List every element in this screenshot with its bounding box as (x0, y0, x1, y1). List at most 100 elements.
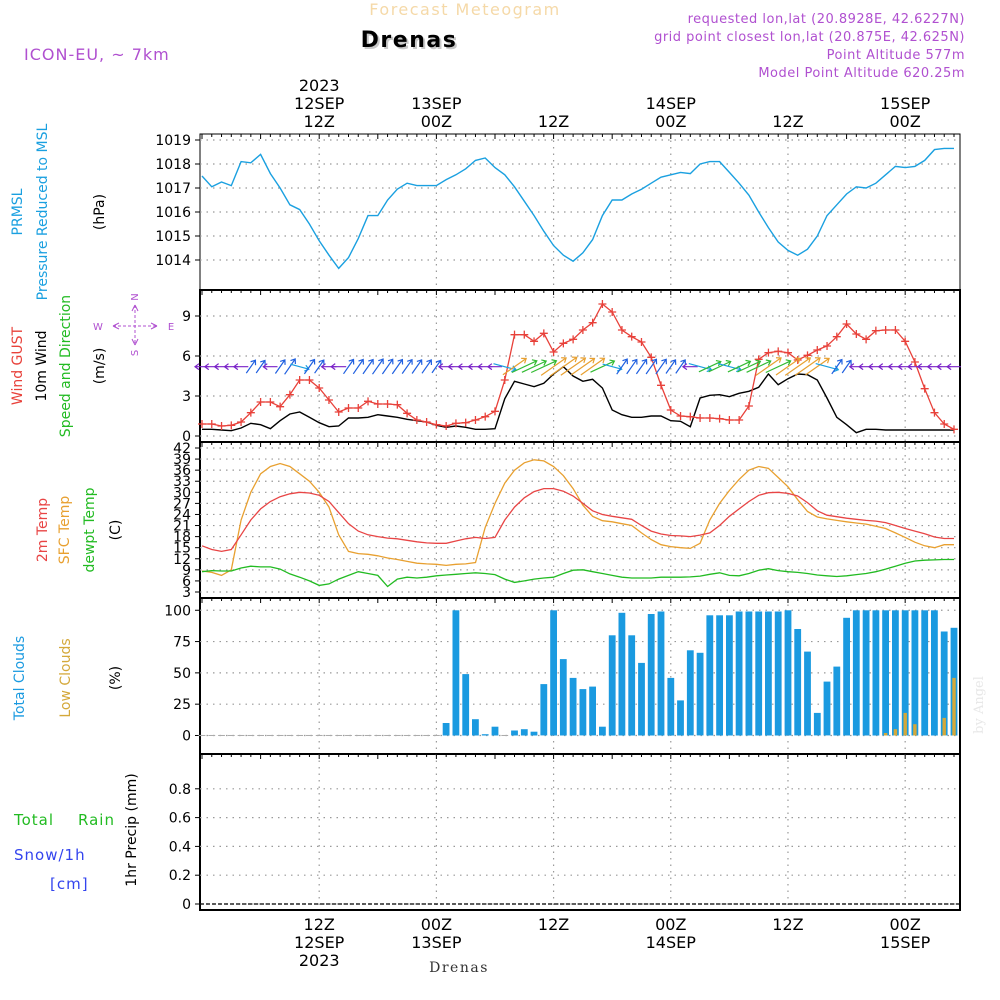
wind-gust-marker (383, 400, 392, 408)
wind-gust-marker (823, 342, 832, 350)
total-cloud-bar (706, 615, 714, 736)
bottom-time-label: 15SEP (880, 933, 931, 952)
wind-direction-arrow (570, 357, 596, 376)
wind-gust-marker (813, 346, 822, 354)
clouds-ytick-label: 0 (182, 728, 191, 744)
total-cloud-bar (628, 635, 636, 736)
total-cloud-bar (462, 674, 470, 736)
wind-direction-arrow (708, 359, 732, 373)
bottom-time-label: 12Z (538, 915, 569, 934)
temperature-ytick-label: 42 (173, 441, 191, 457)
compass-e: E (168, 322, 174, 333)
temperature-ytick-label: 6 (182, 574, 191, 590)
total-cloud-bar (608, 635, 616, 736)
clouds-ytick-label: 25 (173, 697, 191, 713)
temperature-ytick-label: 39 (173, 452, 191, 468)
wind-gust-marker (910, 358, 919, 366)
wind-gust-marker (705, 414, 714, 422)
wind-direction-arrow (343, 358, 355, 375)
compass-s: S (130, 350, 141, 356)
total-cloud-bar (862, 610, 870, 736)
precip-legend-unit: [cm] (50, 875, 89, 893)
wind-gust-marker (237, 418, 246, 426)
wind-direction-arrow (549, 356, 578, 377)
wind-gust-marker (442, 422, 451, 430)
precip-labels: Total Rain Snow/1h [cm] 1hr Precip (mm) (13, 773, 140, 893)
wind-direction-arrow (421, 359, 433, 374)
total-cloud-bar (667, 677, 675, 736)
total-cloud-bar (569, 677, 577, 736)
wind-direction-arrow (590, 359, 616, 373)
total-cloud-bar (804, 651, 811, 736)
top-time-label: 12Z (304, 112, 335, 131)
top-time-label: 12SEP (294, 94, 345, 113)
point-altitude: Point Altitude 577m (827, 48, 965, 63)
wind-gust-marker (481, 412, 490, 421)
total-cloud-bar (677, 700, 684, 736)
pressure-panel (199, 133, 961, 291)
total-cloud-bar (472, 719, 479, 736)
wind-direction-arrow (232, 363, 249, 371)
wind-gust-marker (285, 390, 294, 399)
total-cloud-bar (852, 610, 860, 736)
pressure-ytick-label: 1016 (155, 205, 191, 221)
wind-ylabels: Wind GUST 10m Wind Speed and Direction (… (10, 295, 108, 437)
sfc-temp-line (201, 459, 954, 577)
pressure-ylabel-prmsl: PRMSL (10, 188, 26, 235)
total-cloud-bar (559, 659, 567, 736)
wind-gust-marker (744, 402, 753, 410)
wind-gust-marker (950, 425, 958, 434)
wind-gust-marker (266, 398, 275, 406)
wind-direction-arrow (303, 358, 316, 375)
wind-direction-arrow (255, 359, 266, 374)
bottom-time-label: 13SEP (411, 933, 462, 952)
total-cloud-bar (833, 666, 841, 736)
temperature-ytick-label: 3 (182, 585, 191, 601)
wind-direction-arrow (391, 358, 404, 375)
low-cloud-bar (903, 712, 907, 736)
wind-direction-arrow (765, 359, 792, 374)
bottom-time-label: 12Z (772, 915, 803, 934)
precip-ytick-label: 0 (182, 897, 191, 913)
total-cloud-bar (491, 726, 499, 736)
wind-gust-marker (569, 335, 578, 344)
precip-legend-snow: Snow/1h (14, 846, 86, 864)
temperature-ytick-label: 18 (173, 530, 191, 546)
wind-direction-arrow (784, 357, 812, 376)
temp2m-line (201, 487, 954, 553)
wind-direction-arrow (645, 358, 658, 375)
wind-gust-marker (549, 348, 558, 356)
temp-ylabel-unit: (C) (108, 520, 124, 541)
wind-ytick-label: 3 (182, 389, 191, 405)
temperature-ytick-label: 21 (173, 519, 191, 535)
wind-gust-marker (862, 335, 871, 344)
wind-direction-arrow (831, 358, 843, 375)
total-cloud-bar (882, 610, 889, 736)
wind-gust-marker (774, 347, 783, 356)
wind-gust-marker (783, 348, 792, 357)
wind-gust-marker (295, 376, 304, 384)
wind-gust-marker (500, 376, 509, 384)
wind-gust-marker (246, 408, 255, 417)
wind-gust-marker (490, 407, 499, 416)
temperature-panel (199, 441, 961, 599)
wind-gust-marker (461, 418, 470, 427)
data-layer (193, 147, 961, 905)
wind-ylabel-gust: Wind GUST (10, 326, 26, 405)
compass-w: W (93, 322, 103, 333)
precip-legend-total: Total (13, 811, 54, 829)
wind-direction-arrow (746, 359, 772, 373)
cloud-ylabel-low: Low Clouds (58, 638, 74, 717)
model-altitude: Model Point Altitude 620.25m (758, 66, 965, 81)
wind-direction-arrow (274, 359, 286, 374)
wind-gust-marker (520, 330, 529, 339)
bottom-time-label: 00Z (655, 915, 686, 934)
wind-ytick-label: 9 (182, 309, 191, 325)
wind-gust-marker (207, 420, 216, 428)
temp-ylabel-dewpt: dewpt Temp (82, 487, 98, 572)
total-cloud-bar (618, 612, 626, 736)
bottom-time-label: 14SEP (646, 933, 697, 952)
wind-gust-marker (852, 330, 861, 338)
wind-direction-arrow (727, 359, 752, 373)
station-shadow: Drenas (363, 30, 460, 55)
